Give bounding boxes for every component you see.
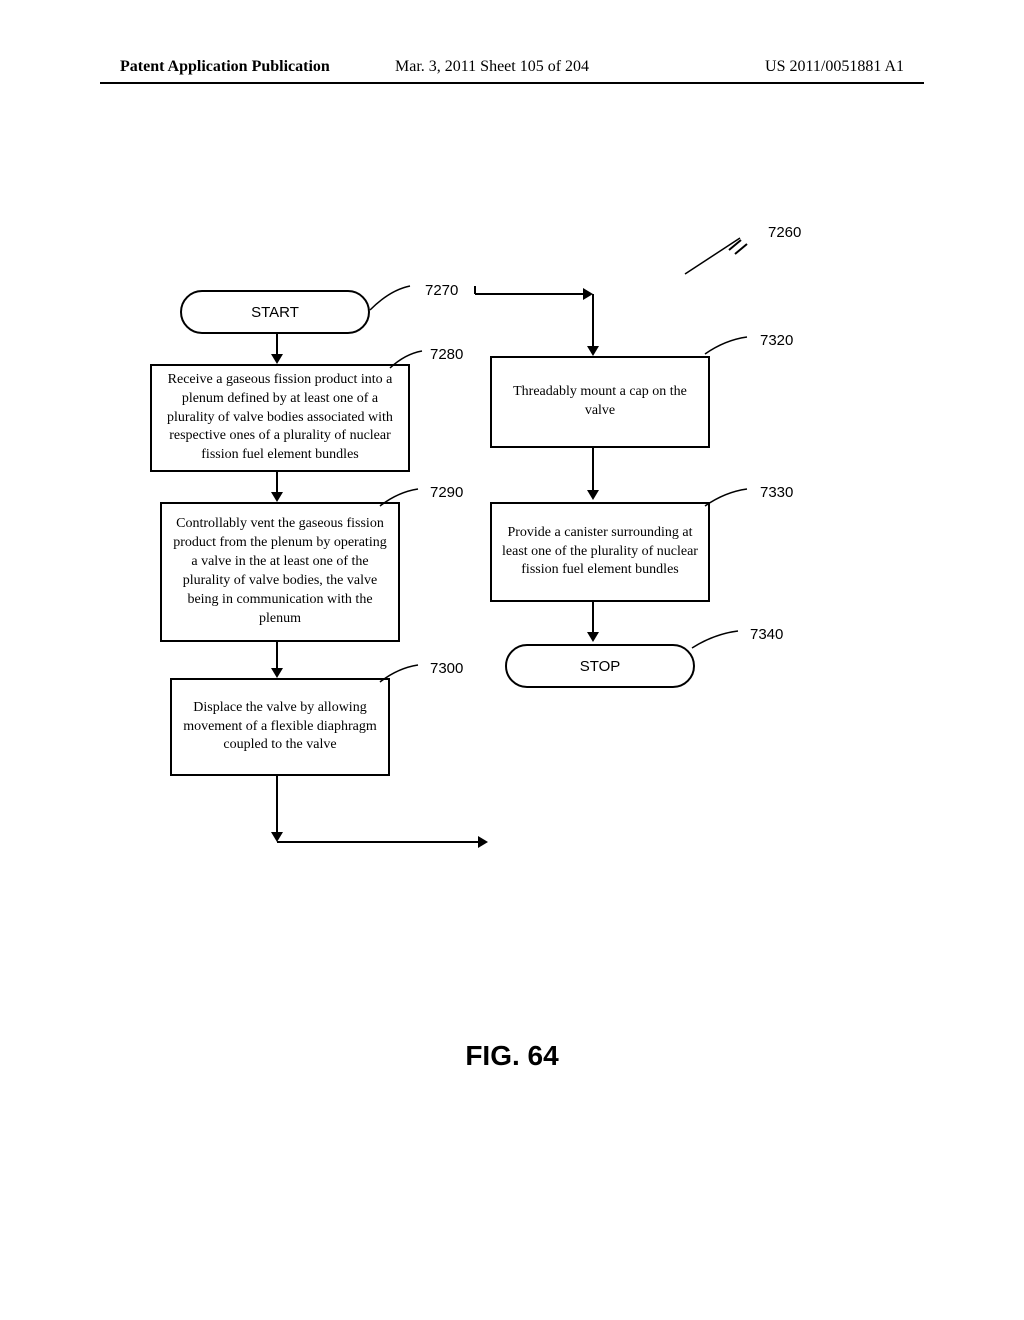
label-7340: 7340 xyxy=(750,626,783,643)
page: Patent Application Publication Mar. 3, 2… xyxy=(0,0,1024,1320)
header-center: Mar. 3, 2011 Sheet 105 of 204 xyxy=(395,58,589,76)
figure-caption: FIG. 64 xyxy=(0,1040,1024,1072)
header-left: Patent Application Publication xyxy=(120,58,330,76)
leader-7330 xyxy=(705,486,755,510)
figure-caption-text: FIG. 64 xyxy=(465,1040,558,1071)
terminal-stop: STOP xyxy=(505,644,695,688)
stop-label: STOP xyxy=(580,658,621,675)
flowchart: START 7270 Receive a gaseous fission pro… xyxy=(130,240,830,940)
process-7330-text: Provide a canister surrounding at least … xyxy=(502,524,698,581)
connector-top-right xyxy=(475,286,695,366)
leader-7320 xyxy=(705,334,755,358)
process-7320-text: Threadably mount a cap on the valve xyxy=(502,383,698,421)
label-7320: 7320 xyxy=(760,332,793,349)
leader-7340 xyxy=(692,628,746,652)
leader-7260 xyxy=(685,232,765,282)
process-7320: Threadably mount a cap on the valve xyxy=(490,356,710,448)
label-7260: 7260 xyxy=(768,224,801,241)
label-7330: 7330 xyxy=(760,484,793,501)
header-right: US 2011/0051881 A1 xyxy=(765,58,904,76)
arrow-7330-stop xyxy=(586,602,600,642)
process-7330: Provide a canister surrounding at least … xyxy=(490,502,710,602)
arrow-7320-7330 xyxy=(586,448,600,500)
header-rule xyxy=(100,82,924,84)
